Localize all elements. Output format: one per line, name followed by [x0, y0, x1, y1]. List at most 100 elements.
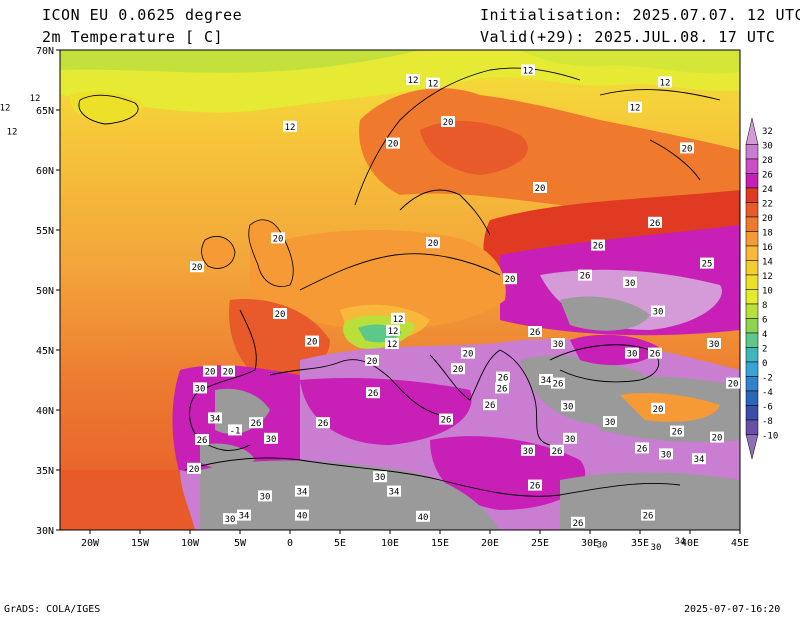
contour-label: 30 [373, 471, 387, 483]
svg-text:30: 30 [597, 540, 608, 550]
map-field [60, 50, 740, 530]
contour-label: 34 [387, 485, 401, 498]
contour-label: 20 [221, 365, 235, 378]
contour-label: 26 [648, 216, 662, 229]
svg-text:12: 12 [660, 78, 671, 88]
svg-text:20: 20 [428, 239, 439, 249]
svg-text:26: 26 [530, 328, 541, 338]
contour-label: 26 [670, 425, 684, 438]
svg-text:26: 26 [650, 350, 661, 360]
svg-text:12: 12 [428, 80, 439, 90]
colorbar-swatch [745, 117, 759, 145]
lon-label: 10E [381, 538, 399, 549]
contour-label: 30 [659, 448, 673, 460]
svg-text:30: 30 [563, 402, 574, 412]
contour-label: 20 [680, 142, 694, 154]
svg-text:20: 20 [367, 357, 378, 367]
svg-text:34: 34 [389, 488, 400, 498]
contour-label: 30 [625, 347, 639, 360]
colorbar-swatch [745, 158, 759, 174]
colorbar-label: 28 [762, 156, 773, 166]
contour-label: 20 [533, 182, 547, 194]
contour-label: 34 [673, 534, 687, 547]
lat-label: 55N [36, 226, 54, 237]
svg-text:12: 12 [408, 76, 419, 86]
colorbar-label: 32 [762, 127, 773, 137]
svg-text:12: 12 [523, 66, 534, 76]
svg-text:12: 12 [387, 340, 398, 350]
svg-text:26: 26 [593, 242, 604, 252]
svg-text:12: 12 [0, 104, 10, 114]
svg-text:20: 20 [463, 350, 474, 360]
colorbar-swatch [745, 216, 759, 232]
colorbar-swatch [745, 260, 759, 276]
colorbar-swatch [745, 231, 759, 247]
svg-text:26: 26 [197, 436, 208, 446]
colorbar-swatch [745, 419, 759, 435]
colorbar-label: -10 [762, 432, 778, 442]
contour-label: 12 [406, 74, 420, 86]
contour-label: 34 [692, 453, 706, 465]
contour-label: 30 [707, 338, 721, 350]
contour-label: 26 [648, 347, 662, 360]
colorbar-swatch [745, 405, 759, 421]
contour-label: 25 [700, 257, 714, 270]
contour-label: 34 [208, 412, 222, 424]
lat-label: 45N [36, 346, 54, 357]
svg-text:30: 30 [266, 435, 277, 445]
svg-text:12: 12 [30, 94, 41, 104]
svg-text:30: 30 [653, 308, 664, 318]
colorbar-label: 8 [762, 301, 767, 311]
svg-text:30: 30 [651, 543, 662, 553]
contour-label: 34 [295, 485, 309, 498]
svg-text:26: 26 [643, 512, 654, 522]
contour-label: 26 [578, 269, 592, 282]
colorbar-swatch [745, 390, 759, 406]
svg-text:30: 30 [523, 447, 534, 457]
svg-text:30: 30 [625, 279, 636, 289]
lon-label: 15E [431, 538, 449, 549]
svg-text:20: 20 [653, 405, 664, 415]
contour-label: 30 [561, 400, 575, 412]
footer-timestamp: 2025-07-07-16:20 [684, 604, 781, 615]
svg-text:20: 20 [223, 368, 234, 378]
lon-label: 25E [531, 538, 549, 549]
contour-label: 20 [305, 335, 319, 348]
colorbar-label: 0 [762, 359, 767, 369]
svg-text:26: 26 [637, 444, 648, 454]
svg-text:26: 26 [580, 272, 591, 282]
svg-text:26: 26 [497, 384, 508, 394]
contour-label: 20 [426, 237, 440, 249]
svg-text:26: 26 [650, 219, 661, 229]
contour-label: 26 [641, 509, 655, 522]
colorbar-swatch [745, 187, 759, 203]
contour-label: 20 [726, 377, 740, 390]
lat-label: 70N [36, 46, 54, 57]
valid-time: Valid(+29): 2025.JUL.08. 17 UTC [480, 28, 776, 46]
contour-label: 30 [264, 432, 278, 445]
svg-text:20: 20 [453, 365, 464, 375]
init-time: Initialisation: 2025.07.07. 12 UTC [480, 6, 800, 24]
colorbar-swatch [745, 361, 759, 377]
colorbar-swatch [745, 347, 759, 363]
colorbar-label: 16 [762, 243, 773, 253]
svg-text:26: 26 [530, 482, 541, 492]
contour-label: 30 [649, 540, 663, 553]
contour-label: 30 [258, 490, 272, 502]
contour-label: 12 [386, 324, 400, 337]
contour-label: 34 [237, 509, 251, 522]
contour-label: 20 [365, 354, 379, 367]
svg-text:20: 20 [728, 380, 739, 390]
svg-text:26: 26 [553, 380, 564, 390]
lon-label: 45E [731, 538, 749, 549]
contour-label: 30 [223, 513, 237, 525]
contour-label: 26 [496, 371, 510, 384]
contour-label: 26 [439, 413, 453, 426]
svg-text:30: 30 [565, 435, 576, 445]
svg-text:34: 34 [675, 537, 686, 547]
contour-label: 26 [495, 382, 509, 394]
svg-text:30: 30 [627, 350, 638, 360]
svg-text:20: 20 [275, 310, 286, 320]
contour-label: 20 [710, 431, 724, 444]
